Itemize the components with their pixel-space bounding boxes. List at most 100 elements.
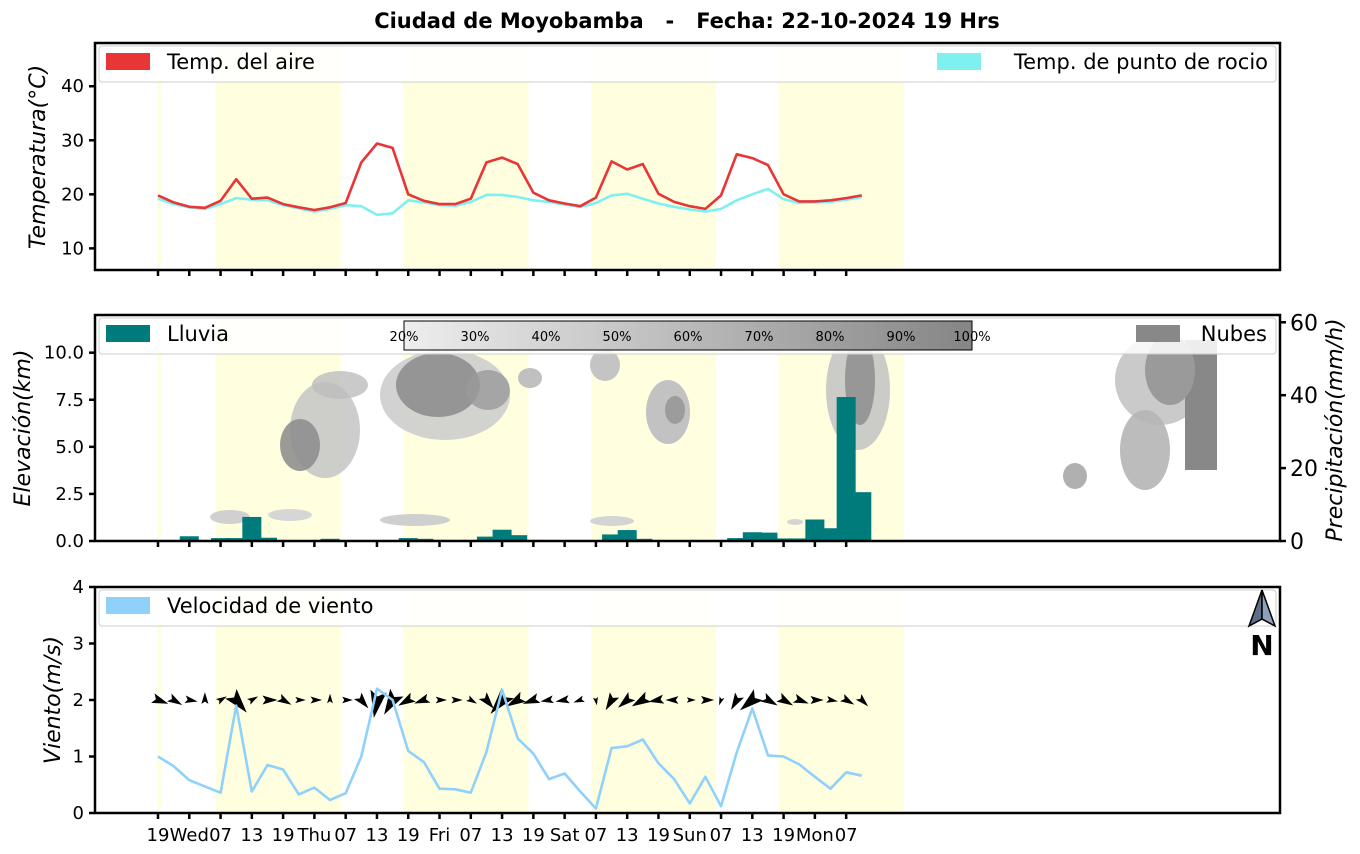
wind-arrow-icon [435,696,448,704]
wind-arrow-icon [276,693,292,705]
wind-arrow-shape [648,694,665,704]
wind-arrow-icon [398,692,416,706]
rain-bar [492,529,512,541]
wind-arrow-shape [855,693,869,707]
air-temp-legend-swatch [106,53,150,70]
x-tick-label: 19 [647,825,670,846]
wind-arrow-shape [522,693,541,704]
wind-arrow-shape [414,693,431,704]
rain-bar [617,530,637,541]
wind-arrow-shape [451,696,463,704]
precipitation-x-ticks [156,541,848,547]
wind-arrow-shape [739,689,764,711]
x-tick-label: 19 [522,825,545,846]
cloud-patch [312,371,368,399]
wind-arrow-shape [247,696,259,705]
dew-point-line [157,187,863,217]
cloud-patch [280,419,320,471]
x-tick-label: 13 [366,825,389,846]
wind-speed-series [157,687,863,810]
cloud-patch [396,353,480,417]
cloud-patch [268,509,312,521]
precipitation-plot-frame [93,313,1282,543]
x-tick-label: 19 [772,825,795,846]
wind-arrow-icon [262,695,278,705]
x-tick-label: 13 [240,825,263,846]
wind-legend-label: Velocidad de viento [167,594,373,618]
legend-box [98,589,1277,627]
wind-arrow-icon [592,696,598,706]
temperature-y-ticks: 10 20 30 40 [61,76,95,259]
wind-legend: Velocidad de viento [98,589,1277,627]
air-temp-line [157,142,863,212]
north-arrow-icon: N [1247,589,1277,662]
temperature-panel: 10 20 30 40 Temperatura(°C) Temp. del aire … [26,41,1282,276]
x-tick-label: Fri [429,825,450,846]
y-tick-label: 7.5 [55,390,84,411]
wind-arrow-icon [776,692,794,706]
wind-arrow-shape [398,692,416,706]
wind-arrow-shape [295,696,306,704]
wind-direction-arrows [151,687,869,718]
wind-arrow-icon [631,691,652,707]
wind-arrow-shape [776,692,794,706]
wind-arrow-shape [435,696,448,704]
rain-bar [226,538,246,541]
wind-arrow-shape [810,696,824,704]
wind-arrow-icon [555,695,570,704]
daytime-band [157,45,161,268]
colorbar-label: 30% [461,330,490,345]
north-arrow-right-half [1261,589,1277,628]
elevation-y-ticks: 0.0 2.5 5.0 7.5 10.0 [44,343,95,552]
y-tick-label: 40 [1290,384,1318,409]
wind-arrow-icon [225,688,247,713]
wind-arrow-shape [167,693,183,705]
wind-arrow-icon [342,696,353,704]
wind-arrow-icon [540,695,554,704]
x-tick-label: Sat [550,825,580,846]
wind-arrow-shape [225,688,247,713]
rain-bar [789,538,809,541]
colorbar-gradient [403,320,973,351]
wind-y-ticks: 0 1 2 3 4 [73,577,95,824]
wind-arrow-icon [648,694,665,704]
north-label: N [1250,629,1273,662]
temperature-legend: Temp. del aire Temp. de punto de rocio [98,45,1277,83]
x-tick-label: 07 [209,825,232,846]
colorbar-label: 40% [532,330,561,345]
wind-arrow-icon [686,697,696,703]
rain-bar [508,535,528,541]
colorbar-label: 50% [603,330,632,345]
wind-arrow-icon [730,692,744,710]
y-tick-label: 40 [61,76,84,97]
wind-arrow-icon [478,692,494,709]
x-tick-label: 13 [616,825,639,846]
wind-arrow-shape [327,693,333,704]
precipitation-y-ticks: 0 20 40 60 [1280,311,1318,555]
temperature-series [157,142,863,217]
wind-arrow-shape [215,696,227,705]
wind-arrow-shape [592,696,598,706]
wind-arrow-icon [810,696,824,704]
clouds-legend-swatch [1136,325,1180,342]
wind-arrow-icon [327,693,333,704]
x-tick-label: 07 [584,825,607,846]
y-tick-label: 1 [73,747,84,768]
y-tick-label: 0.0 [55,531,84,552]
y-tick-label: 20 [1290,457,1318,482]
wind-arrow-icon [451,696,463,704]
x-tick-label: 13 [491,825,514,846]
wind-arrow-shape [201,692,209,704]
temperature-y-axis-label: Temperatura(°C) [26,65,51,249]
wind-arrow-icon [215,696,227,705]
wind-arrow-shape [719,696,725,706]
wind-arrow-icon [701,696,715,704]
wind-arrow-shape [184,695,198,704]
cloud-patch [590,349,620,381]
x-tick-label: 07 [459,825,482,846]
wind-arrow-shape [665,696,679,704]
wind-arrow-icon [167,693,183,705]
wind-arrow-icon [506,691,527,707]
